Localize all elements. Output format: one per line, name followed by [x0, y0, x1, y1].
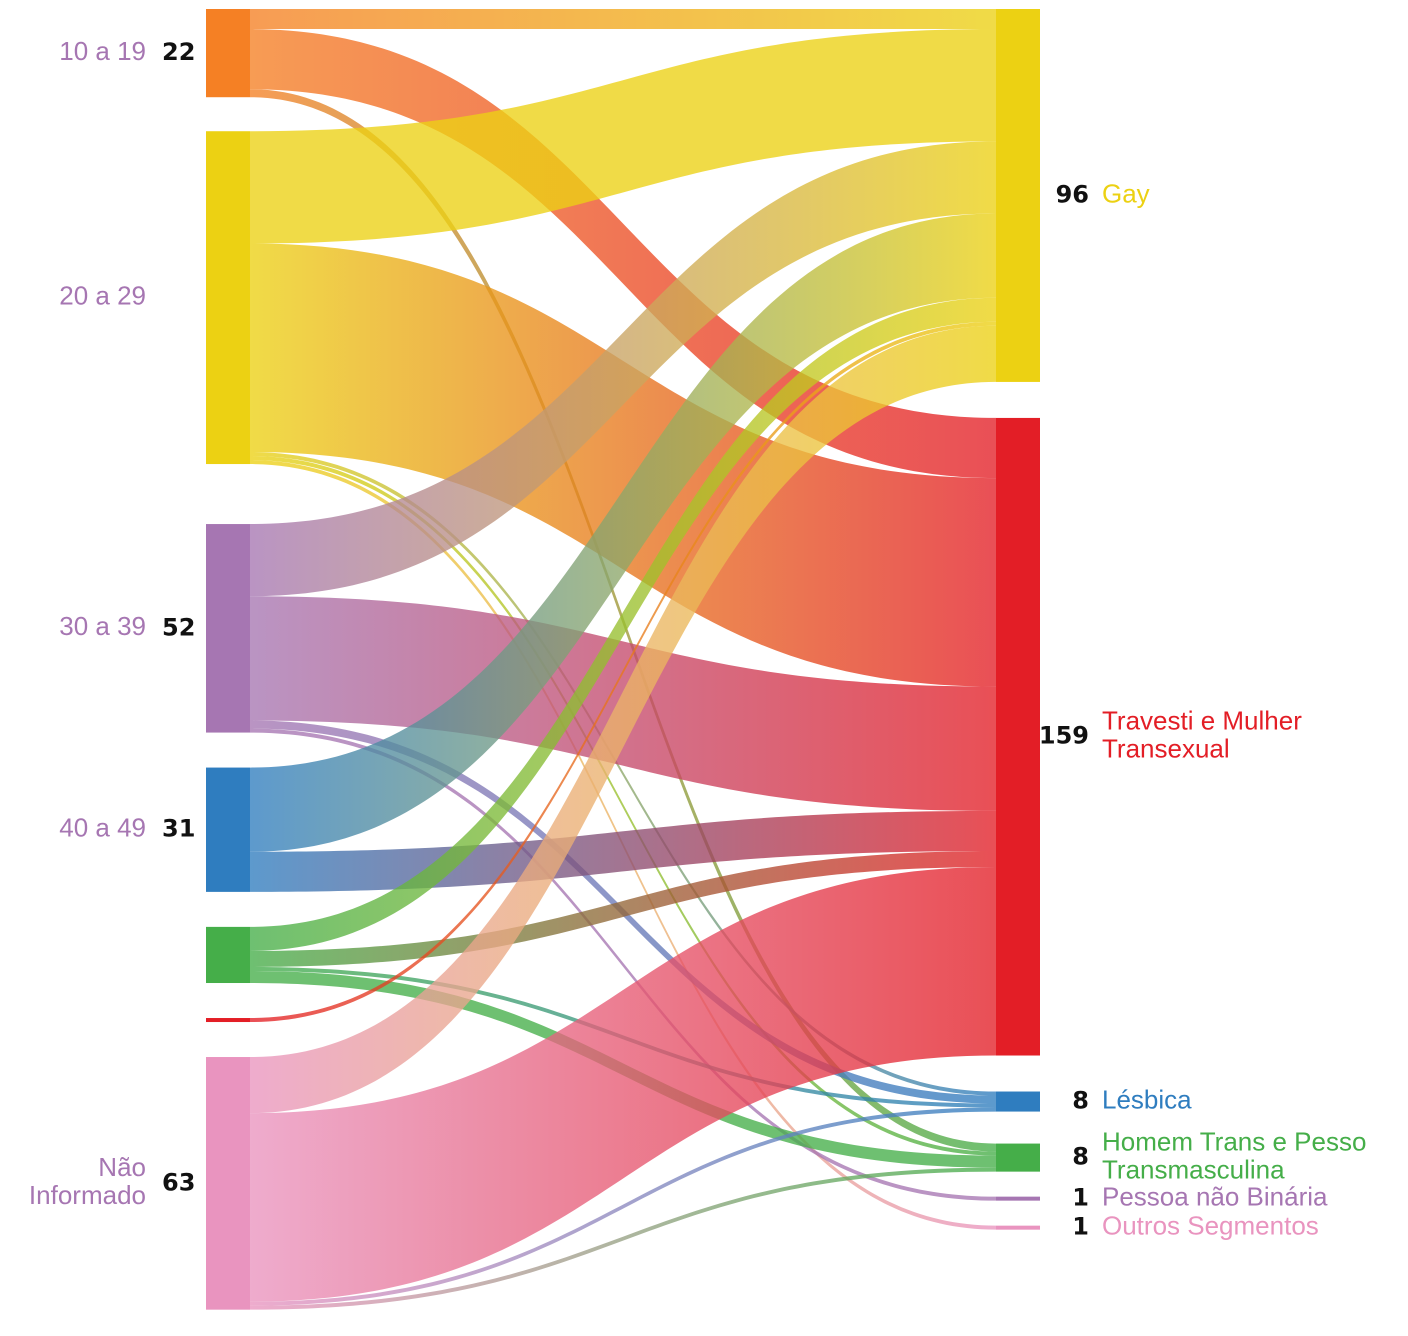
link-nao-informado-to-gay	[250, 325, 996, 1114]
link-nao-informado-to-travesti-e-mulher-transexual	[250, 867, 996, 1302]
link-18-a-9-to-travesti-e-mulher-transexual	[250, 851, 996, 967]
source-value-40-a-49: 31	[162, 815, 195, 843]
target-node-lesbica	[996, 1091, 1040, 1112]
link-10-a-19-to-travesti-e-mulher-transexual	[250, 29, 996, 479]
link-20-a-29-to-homem-trans-e-pessoa-transmasculina	[250, 456, 996, 1156]
target-label-pessoa-nao-binaria: Pessoa não Binária	[1102, 1182, 1328, 1212]
target-label-gay: Gay	[1102, 178, 1150, 208]
source-node-10-a-19	[206, 9, 250, 98]
link-nao-informado-to-lesbica	[250, 1107, 996, 1306]
target-node-gay	[996, 9, 1040, 382]
source-node-50	[206, 1018, 250, 1023]
link-10-a-19-to-gay	[250, 9, 996, 30]
target-value-pessoa-nao-binaria: 1	[1072, 1184, 1089, 1212]
target-value-outros-segmentos: 1	[1072, 1213, 1089, 1241]
source-label-30-a-39: 30 a 39	[59, 611, 146, 641]
link-20-a-29-to-gay	[250, 29, 996, 244]
target-value-lesbica: 8	[1072, 1087, 1089, 1115]
target-label-travesti-e-mulher-transexual: Travesti e Mulher Transexual	[1102, 706, 1302, 764]
source-value-10-a-19: 22	[162, 38, 195, 66]
target-node-homem-trans-e-pessoa-transmasculina	[996, 1143, 1040, 1172]
source-node-40-a-49	[206, 767, 250, 892]
link-20-a-29-to-lesbica	[250, 452, 996, 1096]
source-value-30-a-39: 52	[162, 613, 195, 641]
source-node-20-a-29	[206, 131, 250, 465]
source-label-40-a-49: 40 a 49	[59, 813, 146, 843]
source-node-30-a-39	[206, 524, 250, 733]
source-label-nao-informado: Não Informado	[29, 1152, 146, 1210]
link-nao-informado-to-homem-trans-e-pessoa-transmasculina	[250, 1167, 996, 1310]
links-layer	[250, 9, 996, 1310]
target-value-gay: 96	[1056, 180, 1089, 208]
nodes-layer	[206, 9, 1040, 1310]
source-value-nao-informado: 63	[162, 1168, 195, 1196]
target-node-pessoa-nao-binaria	[996, 1196, 1040, 1201]
link-40-a-49-to-gay	[250, 213, 996, 852]
link-18-a-9-to-gay	[250, 297, 996, 951]
target-label-outros-segmentos: Outros Segmentos	[1102, 1211, 1319, 1241]
target-value-homem-trans-e-pessoa-transmasculina: 8	[1072, 1143, 1089, 1171]
source-node-18-a-9	[206, 926, 250, 984]
target-value-travesti-e-mulher-transexual: 159	[1039, 722, 1089, 750]
target-node-outros-segmentos	[996, 1225, 1040, 1230]
link-20-a-29-to-travesti-e-mulher-transexual	[250, 243, 996, 687]
source-node-nao-informado	[206, 1057, 250, 1310]
target-label-lesbica: Lésbica	[1102, 1084, 1192, 1114]
source-label-20-a-29: 20 a 29	[59, 281, 146, 311]
link-50-to-gay	[250, 321, 996, 1023]
link-30-a-39-to-pessoa-nao-binaria	[250, 728, 996, 1201]
source-label-10-a-19: 10 a 19	[59, 36, 146, 66]
link-30-a-39-to-gay	[250, 141, 996, 597]
labels-layer: 10 a 19 22 20 a 29 30 a 39 52 40 a 49 31 Não Inf…	[29, 36, 1367, 1241]
target-label-homem-trans-e-pessoa-transmasculina: Homem Trans e Pesso Transmasculina	[1102, 1126, 1366, 1184]
target-node-travesti-e-mulher-transexual	[996, 417, 1040, 1056]
